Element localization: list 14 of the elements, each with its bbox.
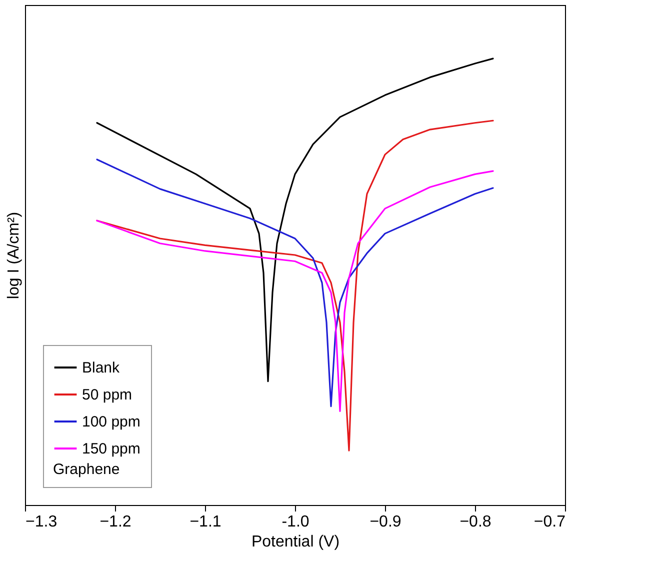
x-tick-label: −0.7	[534, 514, 566, 530]
legend-label: 100 ppm	[82, 414, 140, 430]
legend-label: Blank	[82, 360, 120, 376]
x-tick-label: −1.2	[100, 514, 132, 530]
legend-label: 150 ppm	[82, 440, 140, 458]
legend-label: 50 ppm	[82, 386, 132, 404]
x-axis-title: Potential (V)	[251, 534, 340, 550]
y-axis-title: log I (A/cm²)	[6, 212, 22, 300]
x-tick-label: -1.0	[282, 514, 310, 530]
legend-title: Graphene	[53, 461, 120, 478]
x-tick-label: −0.9	[370, 514, 402, 530]
x-tick-label: −0.8	[460, 514, 492, 530]
x-tick-label: −1.3	[26, 514, 58, 530]
x-tick-label: −1.1	[190, 514, 222, 530]
